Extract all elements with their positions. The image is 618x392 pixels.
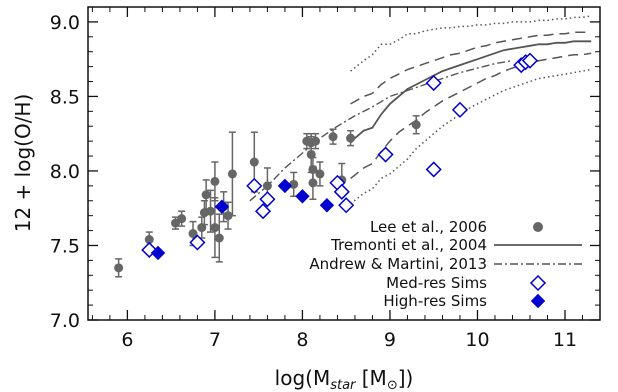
med-res-sim-point (338, 197, 355, 214)
lee-point (206, 206, 216, 216)
med-res-sim-point (141, 241, 158, 259)
y-axis-label: 12 + log(O/H) (11, 94, 35, 233)
lee-point (289, 179, 299, 189)
legend-label: Tremonti et al., 2004 (330, 236, 487, 254)
high-res-sim-point (150, 245, 166, 261)
ticks-layer: 6 7 8 9 10 11 7.0 7.5 8.0 8.5 9.0 (50, 6, 600, 351)
high-res-sim-point (295, 189, 310, 204)
y-tick-label: 8.0 (50, 161, 80, 183)
lee-point (328, 132, 338, 142)
x-axis-label-end: ]) (398, 366, 414, 390)
med-res-sim-point (377, 146, 394, 163)
med-res-sim-point (425, 74, 442, 92)
med-res-sim-point (259, 191, 276, 208)
plot-frame (87, 6, 601, 321)
x-tick-label: 6 (121, 329, 133, 351)
lee-point (210, 176, 220, 186)
med-res-sim-point (521, 52, 539, 69)
lee-point (177, 214, 187, 224)
legend-lee-marker (533, 222, 543, 232)
y-tick-label: 9.0 (50, 12, 80, 34)
lee-point (311, 136, 321, 146)
med-res-sim-point (246, 177, 263, 194)
legend-label: Lee et al., 2006 (370, 218, 487, 236)
lee-point (188, 229, 198, 239)
andrew-martini-line (249, 60, 513, 202)
legend-med-res-marker (529, 274, 547, 292)
med-res-sim-point (425, 161, 442, 178)
med-res-sim-point (333, 183, 350, 200)
x-tick-label: 8 (296, 329, 308, 351)
lee-point (249, 157, 259, 167)
lee-point (315, 169, 325, 179)
lee-point (346, 133, 356, 143)
x-tick-label: 9 (384, 329, 396, 351)
med-res-sim-point (254, 203, 272, 220)
x-tick-label: 7 (209, 329, 221, 351)
x-axis-label-main: log(M (275, 366, 331, 390)
legend-high-res-marker (530, 293, 546, 309)
lee-point (262, 181, 272, 191)
high-res-sim-point (319, 198, 335, 213)
data-layer (114, 15, 592, 278)
lee-point (223, 211, 233, 221)
x-axis-label-units: [M (355, 366, 386, 390)
x-tick-label: 10 (465, 329, 489, 351)
x-axis-label-sun-symbol: ⊙ (387, 378, 398, 392)
high-res-sim-point (214, 199, 230, 214)
legend-label: Andrew & Martini, 2013 (309, 255, 487, 273)
med-res-sim-point (451, 101, 469, 118)
legend-label: Med-res Sims (386, 274, 487, 292)
legend-label: High-res Sims (383, 292, 487, 310)
lee-point (114, 263, 124, 273)
lee-point (411, 120, 421, 130)
y-tick-label: 7.0 (50, 310, 80, 332)
lee-point (227, 169, 237, 179)
x-axis-label-subscript: star (330, 378, 357, 392)
x-tick-label: 11 (553, 329, 577, 351)
x-axis-label: log(Mstar [M⊙]) (275, 366, 414, 392)
lee-point (308, 178, 318, 188)
tremonti-median-line (349, 40, 592, 144)
tremonti-2.5pct-dotted-line (350, 68, 592, 205)
lee-point (201, 190, 211, 200)
lee-point (144, 235, 154, 245)
y-tick-label: 7.5 (50, 235, 80, 257)
tremonti-97.5pct-dotted-line (350, 15, 592, 72)
lee-point (214, 233, 224, 243)
high-res-sim-point (277, 178, 293, 194)
lee-point (210, 223, 220, 233)
y-tick-label: 8.5 (50, 86, 80, 108)
med-res-sim-point (189, 234, 206, 251)
tremonti-84pct-dashed-line (350, 31, 592, 105)
